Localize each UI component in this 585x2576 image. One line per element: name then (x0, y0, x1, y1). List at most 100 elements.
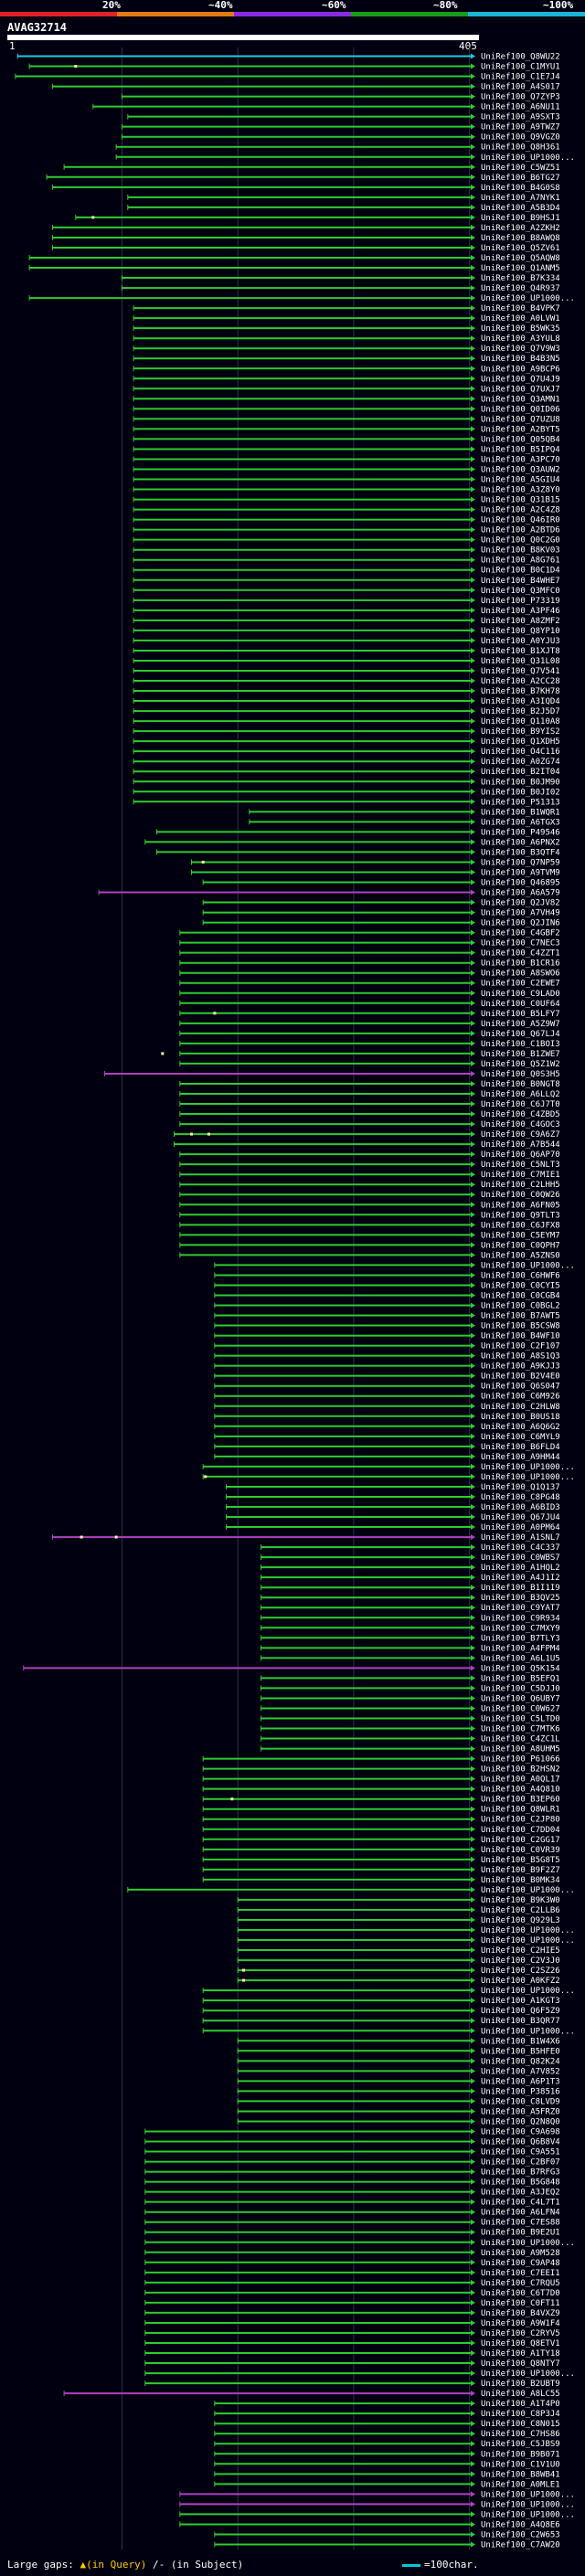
hit-row[interactable]: UniRef100_B2IT04 (133, 768, 560, 777)
hit-label[interactable]: UniRef100_C2EWE7 (481, 980, 560, 989)
hit-row[interactable]: UniRef100_C1V1U0 (214, 2460, 560, 2469)
hit-row[interactable]: UniRef100_A1T4P0 (214, 2400, 560, 2409)
hit-label[interactable]: UniRef100_P51313 (481, 798, 560, 807)
hit-label[interactable]: UniRef100_B8WB41 (481, 2470, 560, 2479)
hit-label[interactable]: UniRef100_B5LFY7 (481, 1010, 560, 1019)
hit-row[interactable]: UniRef100_B5IPQ4 (133, 445, 560, 454)
hit-row[interactable]: UniRef100_B0C1D4 (133, 567, 560, 576)
hit-row[interactable]: UniRef100_B7RFG3 (144, 2168, 560, 2178)
hit-row[interactable]: UniRef100_B5CSW8 (214, 1322, 560, 1331)
hit-label[interactable]: UniRef100_Q3AUW2 (481, 466, 560, 475)
hit-label[interactable]: UniRef100_C7MTK6 (481, 1725, 560, 1734)
hit-label[interactable]: UniRef100_Q0C2G0 (481, 536, 560, 546)
hit-label[interactable]: UniRef100_C1V1U0 (481, 2460, 560, 2469)
hit-row[interactable]: UniRef100_B5EFQ1 (261, 1674, 560, 1683)
hit-label[interactable]: UniRef100_B7AWT5 (481, 1312, 560, 1321)
hit-label[interactable]: UniRef100_A6Q6G2 (481, 1423, 560, 1432)
hit-row[interactable]: UniRef100_C9AP48 (144, 2259, 560, 2268)
hit-row[interactable]: UniRef100_C0CYI5 (214, 1281, 560, 1290)
hit-label[interactable]: UniRef100_Q31B15 (481, 496, 560, 505)
hit-row[interactable]: UniRef100_Q110A8 (133, 717, 560, 726)
hit-row[interactable]: UniRef100_C1BOI3 (179, 1040, 560, 1049)
hit-row[interactable]: UniRef100_C0QW26 (179, 1191, 560, 1200)
hit-label[interactable]: UniRef100_B5WK35 (481, 324, 560, 334)
hit-row[interactable]: UniRef100_B7KH78 (133, 687, 560, 696)
hit-row[interactable]: UniRef100_A3Z8Y0 (133, 486, 560, 495)
hit-label[interactable]: UniRef100_A6L1U5 (481, 1654, 560, 1663)
hit-label[interactable]: UniRef100_A2ZKH2 (481, 224, 560, 233)
hit-row[interactable]: UniRef100_A1KGT3 (202, 1997, 560, 2006)
hit-label[interactable]: UniRef100_A4Q810 (481, 1786, 560, 1795)
hit-label[interactable]: UniRef100_B5IPQ4 (481, 445, 560, 454)
hit-row[interactable]: UniRef100_A8ZMF2 (133, 617, 560, 626)
hit-row[interactable]: UniRef100_C0WBS7 (261, 1553, 560, 1563)
hit-row[interactable]: UniRef100_B2V4E0 (214, 1373, 560, 1382)
hit-label[interactable]: UniRef100_A2BTD6 (481, 526, 560, 535)
hit-label[interactable]: UniRef100_C6JFX8 (481, 1221, 560, 1230)
hit-row[interactable]: UniRef100_C6J7T0 (179, 1100, 560, 1109)
hit-label[interactable]: UniRef100_Q67LJ4 (481, 1030, 560, 1039)
hit-label[interactable]: UniRef100_C0UF64 (481, 1000, 560, 1009)
hit-label[interactable]: UniRef100_C2F107 (481, 1342, 560, 1352)
hit-row[interactable]: UniRef100_C7MXY9 (261, 1624, 560, 1633)
hit-label[interactable]: UniRef100_Q8NTY7 (481, 2359, 560, 2369)
hit-label[interactable]: UniRef100_Q5Z1W2 (481, 1060, 560, 1069)
hit-label[interactable]: UniRef100_A6A579 (481, 889, 560, 898)
hit-row[interactable]: UniRef100_Q67LJ4 (179, 1030, 560, 1039)
hit-row[interactable]: UniRef100_UP1000... (202, 1473, 575, 1482)
hit-label[interactable]: UniRef100_Q7NP59 (481, 858, 560, 867)
hit-row[interactable]: UniRef100_A7B544 (173, 1140, 560, 1150)
hit-row[interactable]: UniRef100_C2EWE7 (179, 980, 560, 989)
hit-row[interactable]: UniRef100_C2HLW8 (214, 1403, 560, 1412)
hit-label[interactable]: UniRef100_A3YUL8 (481, 334, 560, 344)
hit-row[interactable]: UniRef100_Q5Z1W2 (179, 1060, 560, 1069)
hit-row[interactable]: UniRef100_A9TVM9 (191, 868, 560, 877)
hit-row[interactable]: UniRef100_A8SWO6 (179, 970, 560, 979)
hit-label[interactable]: UniRef100_A9BCP6 (481, 365, 560, 374)
hit-label[interactable]: UniRef100_B9K3W0 (481, 1896, 560, 1905)
hit-row[interactable]: UniRef100_P51313 (133, 798, 560, 807)
hit-row[interactable]: UniRef100_C7EEI1 (144, 2269, 560, 2278)
hit-label[interactable]: UniRef100_B1XJT8 (481, 647, 560, 656)
hit-row[interactable]: UniRef100_C1MYU1 (28, 63, 560, 72)
hit-row[interactable]: UniRef100_C4L7T1 (144, 2199, 560, 2208)
hit-label[interactable]: UniRef100_Q6S047 (481, 1383, 560, 1392)
hit-row[interactable]: UniRef100_UP1000... (179, 2490, 575, 2499)
hit-row[interactable]: UniRef100_A1TY18 (144, 2349, 560, 2359)
hit-row[interactable]: UniRef100_UP1000... (144, 2239, 575, 2248)
hit-row[interactable]: UniRef100_Q05QB4 (133, 435, 560, 444)
hit-label[interactable]: UniRef100_P38516 (481, 2087, 560, 2096)
hit-row[interactable]: UniRef100_Q46IR0 (133, 516, 560, 525)
hit-row[interactable]: UniRef100_C1E7J4 (15, 73, 560, 82)
hit-label[interactable]: UniRef100_Q7V9W3 (481, 345, 560, 354)
hit-row[interactable]: UniRef100_A8LC55 (63, 2390, 560, 2399)
hit-label[interactable]: UniRef100_B6FLD4 (481, 1443, 560, 1452)
hit-row[interactable]: UniRef100_A8UHM5 (261, 1745, 560, 1754)
hit-row[interactable]: UniRef100_UP1000... (179, 2500, 575, 2509)
hit-label[interactable]: UniRef100_C7MXY9 (481, 1624, 560, 1633)
hit-label[interactable]: UniRef100_B4WF10 (481, 1332, 560, 1341)
hit-label[interactable]: UniRef100_C7ES88 (481, 2219, 560, 2228)
hit-row[interactable]: UniRef100_B3EP60 (202, 1796, 560, 1805)
hit-label[interactable]: UniRef100_A0KFZ2 (481, 1977, 560, 1986)
hit-row[interactable]: UniRef100_P73319 (133, 597, 560, 606)
hit-row[interactable]: UniRef100_A2CC28 (133, 677, 560, 686)
hit-row[interactable]: UniRef100_A6P1T3 (237, 2077, 560, 2086)
hit-row[interactable]: UniRef100_Q7V541 (133, 667, 560, 676)
hit-label[interactable]: UniRef100_B0NGT8 (481, 1080, 560, 1089)
hit-label[interactable]: UniRef100_Q6AP70 (481, 1150, 560, 1160)
hit-label[interactable]: UniRef100_Q05QB4 (481, 435, 560, 444)
hit-label[interactable]: UniRef100_A4S017 (481, 83, 560, 92)
hit-row[interactable]: UniRef100_Q7U4J9 (133, 375, 560, 384)
hit-label[interactable]: UniRef100_C2RYV5 (481, 2329, 560, 2338)
hit-label[interactable]: UniRef100_B0MK34 (481, 1876, 560, 1885)
hit-row[interactable]: UniRef100_Q6UBY7 (261, 1694, 560, 1703)
hit-row[interactable]: UniRef100_UP1000... (237, 1926, 575, 1935)
hit-label[interactable]: UniRef100_C2BF07 (481, 2158, 560, 2168)
hit-row[interactable]: UniRef100_Q8H361 (115, 143, 560, 153)
hit-label[interactable]: UniRef100_Q8WU22 (481, 53, 560, 62)
hit-row[interactable]: UniRef100_Q7NP59 (191, 858, 560, 867)
hit-label[interactable]: UniRef100_Q7UZU8 (481, 415, 560, 424)
hit-label[interactable]: UniRef100_B3EP60 (481, 1796, 560, 1805)
hit-label[interactable]: UniRef100_Q7UXJ7 (481, 385, 560, 394)
